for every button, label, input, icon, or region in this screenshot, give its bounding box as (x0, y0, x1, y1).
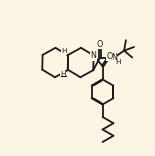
Text: H: H (61, 48, 66, 54)
Text: N: N (111, 53, 117, 62)
Text: H: H (61, 71, 66, 77)
Text: N: N (91, 51, 97, 60)
Text: O: O (97, 40, 103, 49)
Text: O: O (106, 52, 113, 61)
Text: H: H (115, 59, 121, 65)
